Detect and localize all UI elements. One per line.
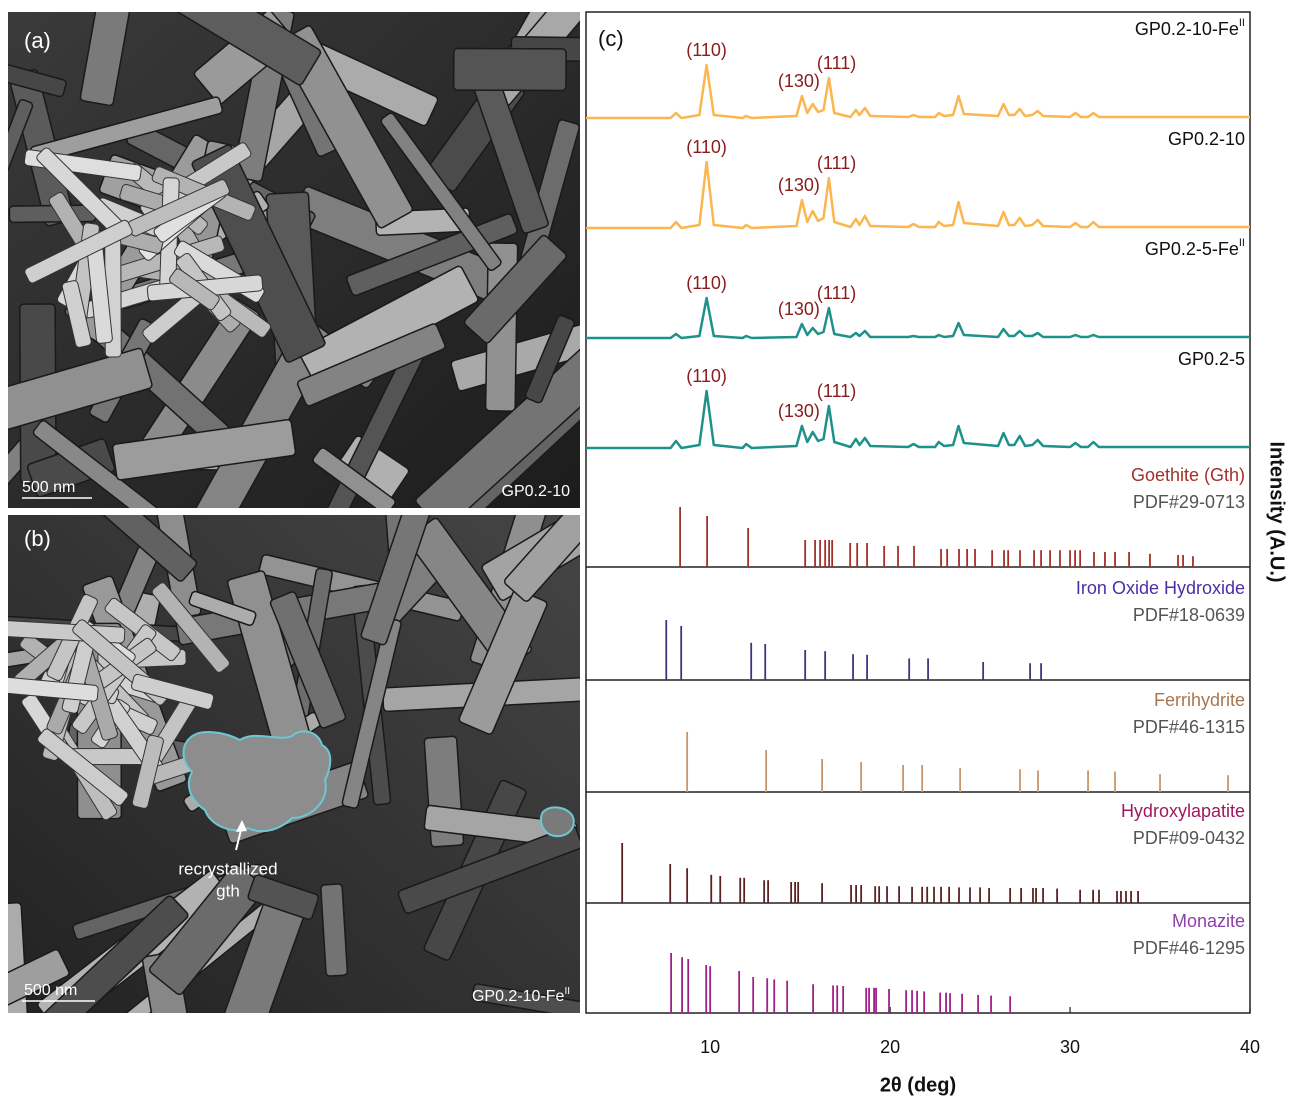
peak-label: (111) [817,53,856,73]
crystal [454,48,566,90]
xrd-trace [586,391,1250,448]
x-tick-label: 30 [1060,1037,1080,1057]
peak-label: (130) [778,175,820,195]
x-tick-label: 40 [1240,1037,1260,1057]
x-tick-label: 10 [700,1037,720,1057]
figure: (c) 2θ (deg) Intensity (A.U.) (a) 500 nm… [0,0,1292,1104]
reference-name: Iron Oxide Hydroxide [1076,578,1245,598]
series-superscript: II [1239,17,1245,29]
peak-label: (110) [686,273,727,293]
series-label: GP0.2-5-FeII [1145,237,1245,259]
series-name: GP0.2-5-Fe [1145,239,1239,259]
xrd-trace [586,298,1250,338]
series-label: GP0.2-5 [1178,349,1245,369]
sample-label: GP0.2-10 [502,483,571,500]
plot-frame [586,12,1250,1013]
reference-pdf: PDF#46-1315 [1133,717,1245,737]
annotation: gth [216,881,240,900]
scale-bar-label: 500 nm [24,982,77,999]
peak-label: (130) [778,299,820,319]
series-label: GP0.2-10-FeII [1135,17,1245,39]
peak-label: (110) [686,137,727,157]
reference-pdf: PDF#29-0713 [1133,492,1245,512]
recrystallized-region [541,807,574,836]
reference-pdf: PDF#18-0639 [1133,605,1245,625]
sem-image-a [0,0,642,546]
peak-label: (110) [686,366,727,386]
peak-label: (110) [686,40,727,60]
sample-superscript: II [564,986,570,997]
peak-label: (130) [778,71,820,91]
xrd-trace [586,65,1250,118]
y-axis-label: Intensity (A.U.) [1266,441,1288,582]
series-superscript: II [1239,237,1245,249]
reference-pdf: PDF#09-0432 [1133,828,1245,848]
reference-name: Hydroxylapatite [1121,801,1245,821]
crystal [321,884,348,976]
peak-label: (130) [778,401,820,421]
reference-name: Goethite (Gth) [1131,465,1245,485]
reference-pdf: PDF#46-1295 [1133,938,1245,958]
reference-name: Monazite [1172,911,1245,931]
peak-label: (111) [817,381,856,401]
sample-name: GP0.2-10-Fe [472,988,565,1005]
series-name: GP0.2-5 [1178,349,1245,369]
scale-bar-label: 500 nm [22,479,75,496]
panel-label: (b) [24,526,51,551]
peak-label: (111) [817,153,856,173]
series-name: GP0.2-10-Fe [1135,19,1239,39]
panel-label: (c) [598,26,624,51]
reference-name: Ferrihydrite [1154,690,1245,710]
x-axis-label: 2θ (deg) [880,1074,956,1096]
series-label: GP0.2-10 [1168,129,1245,149]
x-tick-label: 20 [880,1037,900,1057]
sample-label: GP0.2-10-FeII [472,986,570,1006]
peak-label: (111) [817,283,856,303]
series-name: GP0.2-10 [1168,129,1245,149]
xrd-trace [586,162,1250,228]
annotation: recrystallized [178,859,277,878]
panel-label: (a) [24,28,51,53]
